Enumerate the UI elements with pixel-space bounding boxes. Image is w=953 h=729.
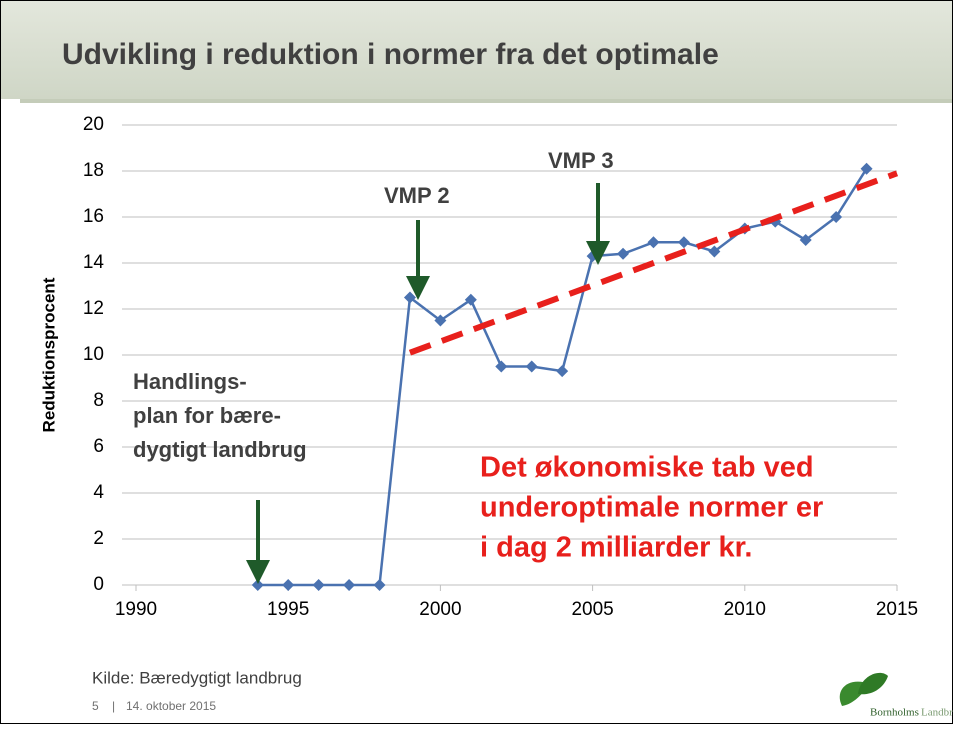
y-tick-label: 10: [83, 344, 104, 365]
y-axis-label: Reduktionsprocent: [39, 277, 58, 432]
y-tick-label: 16: [83, 206, 104, 227]
logo: Bornholms Landbrug: [839, 672, 953, 719]
x-tick-label: 2010: [724, 599, 766, 620]
annotation: dygtigt landbrug: [133, 437, 307, 462]
x-tick-label: 2015: [876, 599, 918, 620]
y-tick-label: 8: [93, 390, 104, 411]
y-tick-label: 20: [83, 114, 104, 135]
marker: [282, 579, 295, 591]
logo-text: Landbrug: [921, 707, 953, 719]
annotation: Handlings-: [133, 369, 247, 394]
y-tick-label: 2: [93, 528, 104, 549]
marker: [708, 245, 721, 258]
y-tick-label: 14: [83, 252, 105, 273]
annotations: VMP 2 VMP 3 Handlings-plan for bære-dygt…: [133, 148, 823, 584]
date: 14. oktober 2015: [126, 699, 216, 713]
marker: [464, 293, 477, 306]
logo-leaf: [858, 672, 888, 695]
message: underoptimale normer er: [480, 492, 823, 524]
marker: [434, 314, 447, 327]
y-tick-label: 12: [83, 298, 104, 319]
annotation: VMP 3: [548, 148, 614, 173]
y-tick-label: 0: [93, 574, 104, 595]
marker: [830, 211, 843, 223]
plot: 0 2 4 6 8 10 12 14 16 18 20 1990 1995 2000 2005 2010 201…: [83, 114, 918, 620]
x-tick-label: 2005: [571, 599, 613, 620]
trend-line: [408, 170, 899, 356]
marker: [799, 234, 812, 246]
title-bar: [1, 1, 952, 99]
separator: |: [112, 699, 115, 713]
annotation: VMP 2: [384, 183, 450, 208]
marker: [556, 365, 569, 378]
y-tick-label: 18: [83, 160, 104, 181]
x-tick-label: 2000: [419, 599, 461, 620]
annotation: plan for bære-: [133, 403, 281, 428]
chart-title: Udvikling i reduktion i normer fra det o…: [62, 38, 719, 71]
source: Kilde: Bæredygtigt landbrug: [92, 668, 302, 687]
marker: [860, 162, 873, 175]
y-tick-label: 6: [93, 436, 104, 457]
marker: [647, 236, 660, 249]
marker: [617, 247, 630, 260]
marker: [525, 360, 538, 373]
x-tick-label: 1990: [115, 599, 157, 620]
marker: [373, 579, 386, 591]
message: Det økonomiske tab ved: [480, 452, 814, 484]
y-tick-label: 4: [93, 482, 104, 503]
title-rule: [20, 99, 952, 103]
logo-text: Bornholms: [870, 707, 919, 719]
marker: [312, 579, 325, 591]
message: i dag 2 milliarder kr.: [480, 532, 752, 564]
page-number: 5: [92, 699, 99, 713]
marker: [495, 360, 508, 373]
marker: [343, 579, 356, 591]
marker: [677, 236, 690, 249]
x-tick-label: 1995: [267, 599, 309, 620]
